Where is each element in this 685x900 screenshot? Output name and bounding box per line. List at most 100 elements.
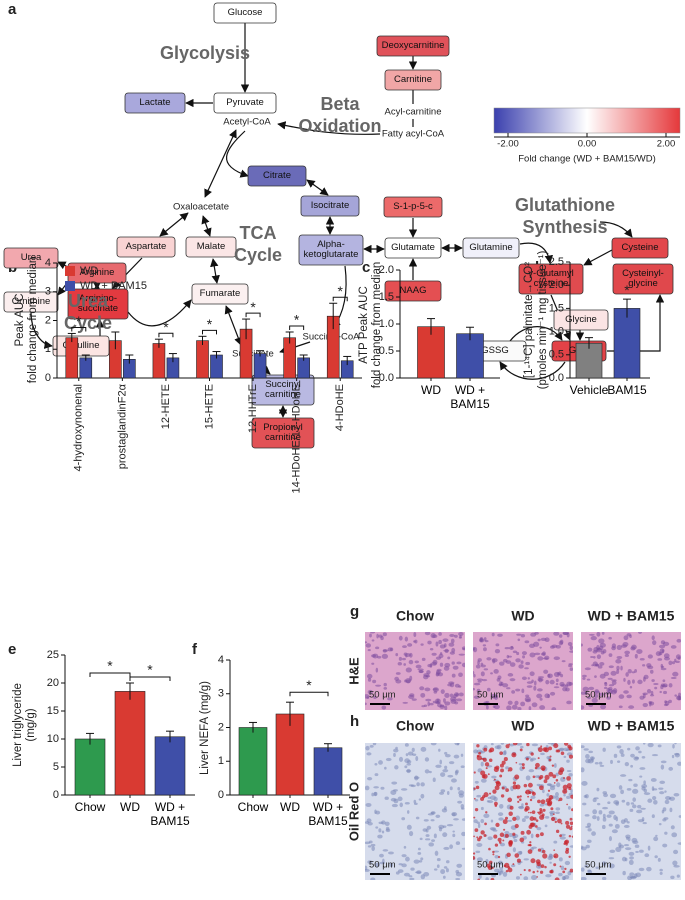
lipid-droplet bbox=[499, 832, 505, 838]
cell bbox=[404, 765, 408, 769]
metabolite-node bbox=[611, 237, 669, 259]
cell bbox=[411, 753, 417, 756]
cell bbox=[511, 690, 516, 694]
cell bbox=[663, 817, 669, 820]
cell bbox=[489, 827, 496, 831]
cell bbox=[445, 860, 450, 864]
lipid-droplet bbox=[482, 795, 486, 799]
lipid-droplet bbox=[493, 778, 496, 781]
cell bbox=[405, 753, 409, 757]
cell bbox=[530, 874, 538, 880]
cell bbox=[631, 804, 637, 809]
lipid-droplet bbox=[492, 853, 495, 856]
cell bbox=[672, 860, 678, 866]
cell bbox=[537, 677, 542, 682]
cell bbox=[536, 826, 542, 831]
x-tick-label-box: WD + BAM15 bbox=[150, 800, 189, 828]
x-tick-label: Vehicle bbox=[569, 383, 609, 397]
cell bbox=[616, 669, 620, 675]
cell bbox=[647, 845, 651, 851]
cell bbox=[547, 855, 553, 861]
node-label: GSSG bbox=[481, 344, 509, 356]
cell bbox=[657, 857, 661, 862]
cell bbox=[398, 656, 403, 661]
cell bbox=[588, 750, 594, 754]
cell bbox=[421, 657, 426, 661]
cell bbox=[491, 632, 495, 637]
lipid-droplet bbox=[557, 818, 562, 824]
cell bbox=[560, 684, 567, 687]
cell bbox=[515, 658, 521, 663]
lipid-droplet bbox=[563, 777, 566, 780]
scale-bar-label: 50 μm bbox=[369, 860, 396, 871]
cell bbox=[609, 793, 617, 799]
node-label-box: Carnitine bbox=[394, 74, 432, 84]
cell bbox=[616, 745, 622, 749]
pathway-label-box: Beta Oxidation bbox=[298, 94, 381, 136]
cell bbox=[443, 698, 446, 703]
lipid-droplet bbox=[569, 817, 573, 821]
cell bbox=[369, 745, 374, 748]
cell bbox=[659, 868, 663, 872]
cell bbox=[423, 871, 430, 877]
significance-label: * bbox=[306, 677, 312, 693]
cell bbox=[581, 691, 587, 695]
cell bbox=[384, 821, 390, 827]
error-bar bbox=[427, 318, 435, 335]
cell bbox=[647, 798, 653, 803]
lipid-droplet bbox=[516, 858, 521, 863]
cell bbox=[418, 669, 424, 674]
cell bbox=[450, 638, 455, 644]
cell bbox=[461, 662, 465, 668]
lipid-droplet bbox=[512, 863, 515, 866]
cell bbox=[375, 684, 382, 687]
error-bar bbox=[86, 732, 94, 745]
lipid-droplet bbox=[555, 829, 560, 834]
cell bbox=[452, 833, 456, 838]
bar bbox=[275, 713, 305, 796]
cell bbox=[527, 677, 530, 680]
cell bbox=[664, 831, 668, 835]
cell bbox=[414, 660, 419, 664]
cell bbox=[545, 874, 552, 878]
cell bbox=[611, 679, 617, 682]
cell bbox=[494, 648, 501, 654]
micrograph: 50 μm bbox=[365, 743, 465, 880]
column-header: WD + BAM15 bbox=[588, 608, 675, 624]
lipid-droplet bbox=[543, 779, 548, 784]
lipid-droplet bbox=[569, 827, 573, 831]
lipid-droplet bbox=[569, 821, 573, 826]
cell bbox=[529, 652, 536, 658]
cell bbox=[659, 690, 662, 694]
x-tick-label-box: WD bbox=[421, 383, 441, 397]
lipid-droplet bbox=[565, 820, 570, 825]
cell bbox=[430, 632, 436, 639]
cell bbox=[444, 765, 448, 770]
cell bbox=[652, 640, 657, 646]
cell bbox=[371, 662, 375, 665]
cell bbox=[383, 687, 388, 690]
lipid-droplet bbox=[506, 852, 511, 858]
cell bbox=[366, 777, 373, 781]
cell bbox=[370, 877, 376, 880]
cell bbox=[381, 830, 385, 834]
y-tick-label: 3 bbox=[45, 286, 51, 298]
cell bbox=[549, 785, 556, 791]
cell bbox=[581, 867, 585, 872]
cell bbox=[546, 793, 550, 797]
cell bbox=[408, 694, 415, 699]
metabolite-node bbox=[3, 247, 59, 269]
lipid-droplet bbox=[523, 783, 528, 788]
cell bbox=[620, 789, 624, 795]
cell bbox=[673, 864, 680, 868]
cell bbox=[584, 667, 591, 671]
cell bbox=[608, 653, 613, 657]
cell bbox=[672, 671, 679, 677]
cell bbox=[473, 695, 480, 699]
cell bbox=[637, 819, 645, 823]
y-tick-label: 0.5 bbox=[549, 349, 564, 361]
cell bbox=[558, 872, 563, 877]
cell bbox=[437, 703, 442, 708]
cell bbox=[594, 762, 599, 765]
y-tick-label: 1.0 bbox=[549, 326, 564, 338]
